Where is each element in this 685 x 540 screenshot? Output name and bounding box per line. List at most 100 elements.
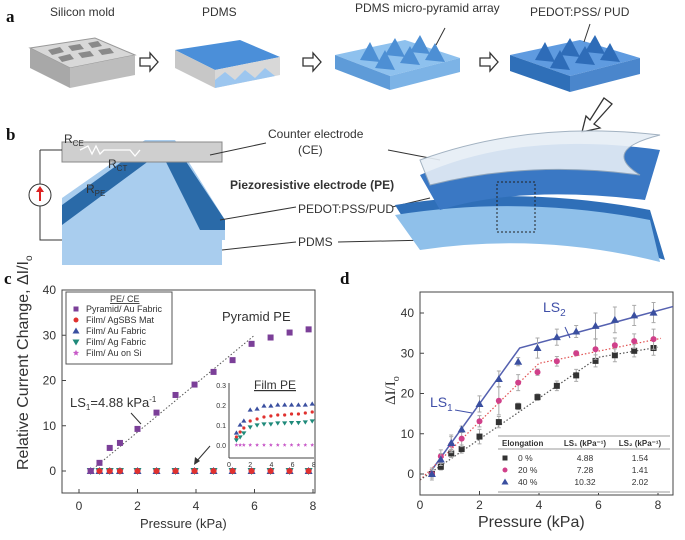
panel-d-letter: d — [340, 269, 350, 288]
data-point — [436, 455, 445, 463]
data-point — [96, 459, 103, 466]
x-tick-label: 8 — [655, 498, 662, 512]
ls2-label: LS2 — [543, 299, 566, 319]
fit-line — [419, 337, 662, 481]
data-point — [134, 425, 141, 432]
data-point — [106, 468, 113, 474]
y-tick-label: 0 — [49, 464, 56, 478]
inset-data-point — [283, 413, 287, 417]
data-point — [191, 468, 198, 474]
inset-data-point — [309, 401, 315, 406]
data-point — [458, 446, 465, 453]
inset-data-point — [234, 435, 239, 439]
inset-data-point — [275, 421, 281, 426]
data-point — [611, 342, 618, 349]
table-header: LS₂ (kPa⁻¹) — [619, 439, 662, 448]
r-ce-label: RCE — [64, 132, 84, 148]
panel-a-letter: a — [6, 7, 15, 26]
data-point — [229, 357, 236, 364]
inset-data-point — [289, 412, 294, 416]
data-point — [631, 347, 638, 354]
data-point — [552, 333, 561, 341]
inset-data-point — [268, 442, 273, 447]
inset-data-point — [309, 419, 315, 424]
arrow-right-icon — [139, 51, 159, 73]
inset-data-point — [282, 421, 288, 426]
x-tick-label: 6 — [251, 499, 258, 513]
inset-data-point — [247, 425, 253, 430]
panel-c-chart: c Relative Current Change, ΔI/Io Pressur… — [4, 255, 317, 531]
process-arrows — [139, 51, 613, 133]
inset-data-point — [233, 430, 240, 435]
data-point — [553, 382, 560, 389]
piezo-electrode-label: Piezoresistive electrode (PE) — [230, 178, 394, 192]
data-point — [172, 468, 179, 474]
data-point — [631, 338, 638, 345]
inset-data-point — [238, 442, 243, 447]
inset-data-point — [247, 407, 253, 412]
inset-data-point — [241, 442, 246, 447]
legend-label: Film/ Ag Fabric — [86, 337, 147, 347]
table-header: Elongation — [502, 439, 543, 448]
legend-label: Film/ Au on Si — [86, 348, 142, 358]
y-tick-label: 10 — [43, 419, 57, 433]
panel-a: a Silicon mold PDMS PDMS micro-pyramid a… — [6, 1, 640, 133]
inset-data-point — [237, 435, 243, 440]
data-point — [267, 468, 274, 474]
x-tick-label: 6 — [595, 498, 602, 512]
data-point — [494, 375, 503, 383]
data-point — [610, 315, 619, 323]
table-cell: 20 % — [518, 465, 538, 475]
data-point — [515, 379, 522, 386]
step-pdms-label: PDMS — [202, 5, 237, 19]
table-cell: 1.41 — [632, 465, 649, 475]
inset-data-point — [296, 412, 301, 416]
inset-data-point — [295, 402, 302, 407]
fit-line — [87, 334, 255, 474]
data-point — [305, 326, 312, 333]
inset-data-point — [288, 402, 295, 407]
inset-data-point — [234, 442, 239, 447]
data-point — [153, 468, 160, 474]
data-point — [514, 357, 523, 365]
legend-marker — [73, 317, 79, 323]
inset-data-point — [302, 402, 308, 407]
inset-data-point — [275, 442, 280, 447]
table-marker — [502, 455, 508, 461]
data-point — [427, 470, 436, 477]
inset-data-point — [302, 420, 308, 425]
data-point — [286, 468, 293, 474]
table-cell: 1.54 — [632, 453, 649, 463]
x-tick-label: 2 — [134, 499, 141, 513]
pyramid-pe-label: Pyramid PE — [222, 309, 291, 324]
inset-data-point — [238, 430, 242, 434]
data-point — [153, 409, 160, 416]
legend-title: PE/ CE — [110, 294, 140, 304]
data-point — [534, 369, 541, 376]
pedot-coated-illustration — [510, 23, 640, 92]
data-point — [573, 350, 580, 357]
inset-data-point — [282, 442, 287, 447]
inset-x-tick-label: 2 — [248, 462, 252, 469]
inset-data-point — [310, 410, 314, 414]
step-silicon-mold-label: Silicon mold — [50, 5, 115, 19]
counter-electrode-label: Counter electrode — [268, 127, 364, 141]
inset-y-tick-label: 0.3 — [216, 383, 226, 390]
table-cell: 4.88 — [577, 453, 594, 463]
legend-marker — [72, 339, 80, 346]
inset-plot — [228, 382, 314, 462]
data-point — [515, 403, 522, 410]
data-point — [611, 352, 618, 359]
y-tick-label: 40 — [401, 306, 415, 320]
data-point — [553, 358, 560, 365]
inset-data-point — [241, 431, 247, 436]
y-tick-label: 40 — [43, 283, 57, 297]
inset-x-tick-label: 8 — [312, 462, 316, 469]
y-tick-label: 30 — [43, 328, 57, 342]
data-point — [286, 329, 293, 336]
table-cell: 10.32 — [574, 477, 596, 487]
inset-x-tick-label: 4 — [269, 462, 273, 469]
data-point — [592, 346, 599, 353]
inset-data-point — [261, 422, 267, 427]
